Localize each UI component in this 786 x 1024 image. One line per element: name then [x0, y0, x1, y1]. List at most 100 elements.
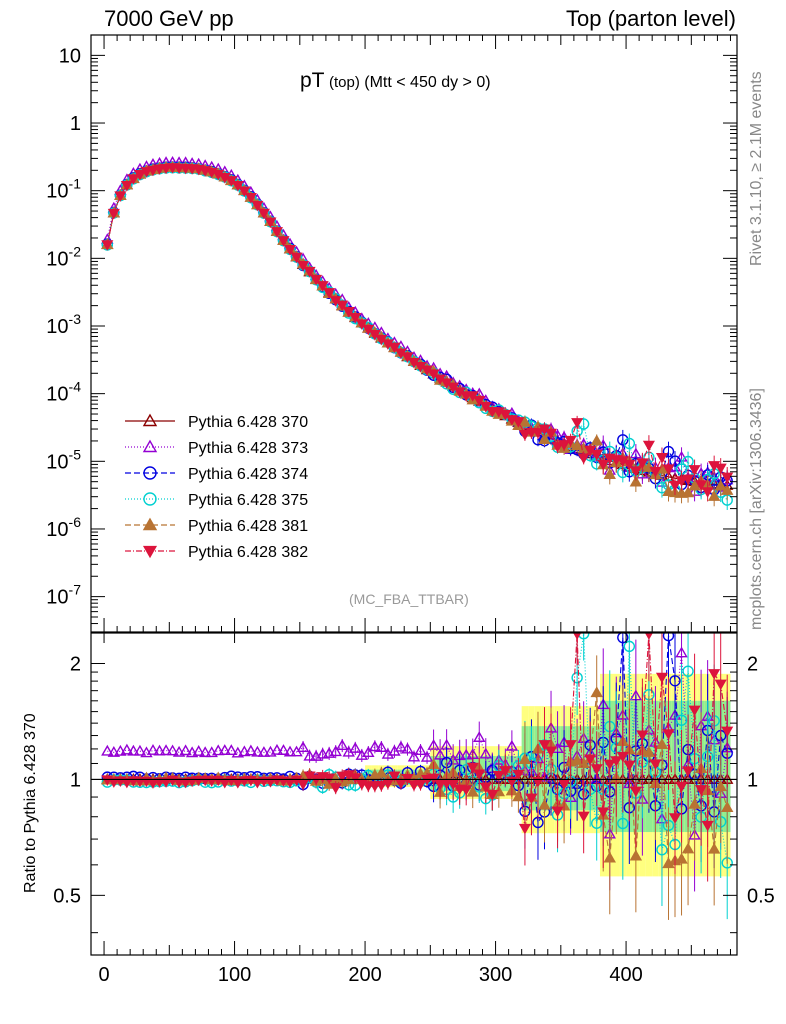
legend-entry-375: Pythia 6.428 375 — [125, 492, 308, 509]
main-point — [120, 180, 133, 192]
legend-entry-374: Pythia 6.428 374 — [125, 466, 308, 483]
ratio-point — [538, 740, 551, 751]
legend-marker — [142, 413, 158, 427]
main-point — [721, 472, 734, 484]
ratio-point — [644, 633, 653, 640]
main-point — [401, 352, 414, 363]
legend-marker — [143, 466, 157, 480]
ratio-point — [329, 745, 342, 757]
main-point — [355, 319, 368, 330]
ratio-point — [603, 851, 616, 863]
main-point — [270, 227, 284, 238]
main-point — [603, 468, 616, 479]
ratio-point — [218, 777, 231, 789]
main-point — [238, 186, 251, 198]
ratio-point — [160, 777, 173, 788]
x-tick-label: 300 — [479, 964, 512, 986]
main-point — [479, 401, 492, 413]
ratio-point — [681, 842, 695, 854]
main-point — [349, 312, 362, 324]
ratio-point — [669, 675, 681, 687]
ratio-point — [414, 744, 427, 755]
main-point — [538, 433, 551, 444]
main-point — [290, 252, 303, 264]
ratio-point — [688, 797, 701, 809]
main-point — [257, 208, 270, 220]
ratio-point — [375, 766, 388, 778]
main-point — [571, 418, 584, 429]
main-point — [636, 458, 649, 469]
ratio-point — [336, 771, 349, 783]
ratio-point — [368, 740, 382, 752]
ratio-point — [492, 770, 505, 782]
ratio-point — [270, 743, 284, 755]
ratio-point — [590, 686, 603, 698]
legend-marker — [142, 517, 158, 531]
ratio-point — [401, 742, 414, 754]
ratio-y-axis-label: Ratio to Pythia 6.428 370 — [22, 713, 39, 893]
main-point — [133, 170, 146, 181]
main-point — [682, 455, 694, 468]
legend-label: Pythia 6.428 373 — [188, 440, 308, 457]
main-point — [251, 200, 264, 212]
ratio-point — [714, 780, 727, 792]
main-point — [127, 174, 140, 185]
main-point — [362, 324, 375, 336]
main-point — [688, 479, 701, 491]
main-point — [714, 479, 727, 491]
ratio-point — [107, 745, 121, 757]
ratio-point — [649, 759, 662, 770]
legend-label: Pythia 6.428 375 — [188, 492, 308, 509]
ratio-point — [218, 744, 231, 755]
main-point — [512, 417, 525, 428]
ratio-panel-frame — [90, 632, 738, 956]
main-point — [629, 466, 642, 477]
ratio-point — [597, 807, 610, 818]
ratio-point — [257, 746, 271, 757]
ratio-point — [708, 669, 721, 680]
ratio-point — [192, 745, 205, 756]
ratio-point — [617, 633, 629, 644]
ratio-point — [629, 786, 642, 798]
main-point — [617, 434, 629, 446]
ratio-point — [577, 811, 590, 823]
ratio-point — [323, 773, 336, 785]
main-point — [310, 274, 323, 286]
main-point — [277, 236, 290, 247]
ratio-point — [682, 665, 694, 677]
ratio-point — [120, 777, 133, 789]
main-point — [558, 440, 571, 451]
main-point — [629, 475, 643, 487]
rivet-version-text: Rivet 3.1.10, ≥ 2.1M events — [748, 71, 765, 266]
ratio-point — [688, 705, 701, 717]
ratio-point — [114, 744, 127, 756]
ratio-point — [714, 679, 727, 691]
axis-ticks: 10 1 10-1 10-2 10-3 10-4 10-5 10-6 10-7 2 2 1 1 0.5 0.… — [46, 34, 775, 986]
x-tick-label: 200 — [348, 964, 381, 986]
main-point — [570, 439, 584, 451]
main-point — [323, 288, 336, 299]
main-point — [231, 181, 244, 192]
main-point — [146, 165, 160, 177]
ratio-point — [407, 750, 421, 762]
main-point — [531, 428, 545, 439]
ratio-point — [179, 777, 192, 789]
main-point — [303, 266, 316, 278]
ratio-y-tick-label-right: 2 — [747, 653, 758, 675]
main-point — [688, 465, 701, 476]
legend-label: Pythia 6.428 381 — [188, 518, 308, 535]
ratio-point — [616, 751, 629, 763]
ratio-point — [127, 744, 140, 756]
ratio-point — [179, 744, 192, 756]
plot-frames — [90, 34, 738, 956]
ratio-point — [107, 777, 120, 788]
ratio-point — [721, 801, 734, 813]
main-y-tick-label: 10-2 — [46, 243, 81, 270]
ratio-point — [349, 773, 362, 784]
ratio-point — [297, 779, 310, 791]
main-y-tick-label: 10-6 — [46, 514, 81, 541]
legend-label: Pythia 6.428 382 — [188, 544, 308, 561]
ratio-point — [283, 745, 297, 757]
ratio-point — [564, 740, 577, 751]
ratio-point — [153, 744, 166, 756]
